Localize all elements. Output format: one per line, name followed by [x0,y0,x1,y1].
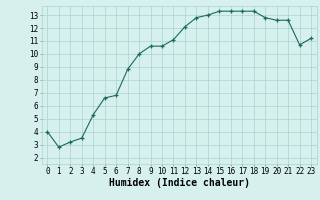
X-axis label: Humidex (Indice chaleur): Humidex (Indice chaleur) [109,178,250,188]
